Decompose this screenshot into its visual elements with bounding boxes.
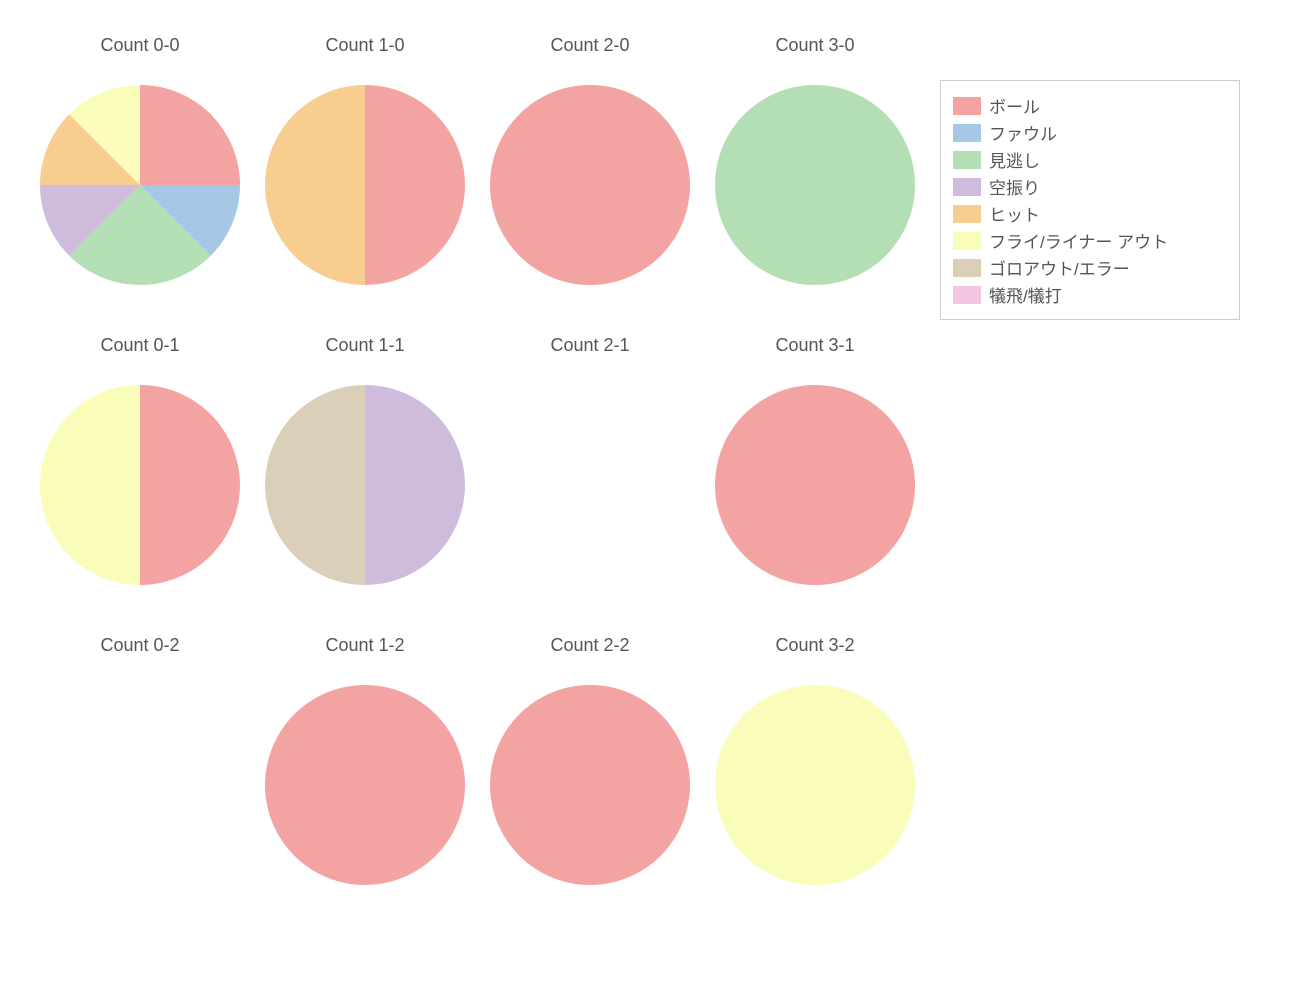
pie-cell: Count 0-2 <box>30 620 250 900</box>
legend-item: フライ/ライナー アウト <box>953 228 1227 253</box>
legend-label: 見逃し <box>989 147 1040 172</box>
legend: ボールファウル見逃し空振りヒットフライ/ライナー アウトゴロアウト/エラー犠飛/… <box>940 80 1240 320</box>
pie-cell: Count 3-1100.0 <box>705 320 925 600</box>
pie-slice <box>265 685 465 885</box>
pie-cell: Count 1-150.050.0 <box>255 320 475 600</box>
legend-swatch <box>953 124 981 142</box>
legend-item: 見逃し <box>953 147 1227 172</box>
pie-slice <box>715 385 915 585</box>
legend-label: フライ/ライナー アウト <box>989 228 1168 253</box>
legend-swatch <box>953 286 981 304</box>
legend-label: ファウル <box>989 120 1057 145</box>
pie-cell: Count 2-1 <box>480 320 700 600</box>
pie-chart <box>480 20 700 300</box>
pie-slice <box>365 385 465 585</box>
pie-cell: Count 2-0100.0 <box>480 20 700 300</box>
pie-chart <box>255 320 475 600</box>
pie-chart <box>255 620 475 900</box>
legend-label: 空振り <box>989 174 1040 199</box>
legend-label: 犠飛/犠打 <box>989 282 1062 307</box>
pie-cell: Count 0-150.050.0 <box>30 320 250 600</box>
pie-slice <box>490 685 690 885</box>
legend-swatch <box>953 97 981 115</box>
pie-slice <box>715 85 915 285</box>
legend-swatch <box>953 232 981 250</box>
legend-label: ゴロアウト/エラー <box>989 255 1130 280</box>
pie-chart <box>30 320 250 600</box>
legend-item: 犠飛/犠打 <box>953 282 1227 307</box>
pie-slice <box>715 685 915 885</box>
pie-slice <box>365 85 465 285</box>
legend-item: ボール <box>953 93 1227 118</box>
pie-chart <box>30 20 250 300</box>
legend-swatch <box>953 259 981 277</box>
pie-cell: Count 1-050.050.0 <box>255 20 475 300</box>
pie-title: Count 0-2 <box>30 635 250 656</box>
pie-slice <box>490 85 690 285</box>
chart-grid: Count 0-025.012.525.012.512.512.5Count 1… <box>0 0 1300 1000</box>
pie-slice <box>40 385 140 585</box>
legend-item: 空振り <box>953 174 1227 199</box>
legend-item: ヒット <box>953 201 1227 226</box>
pie-cell: Count 3-0100.0 <box>705 20 925 300</box>
pie-cell: Count 0-025.012.525.012.512.512.5 <box>30 20 250 300</box>
pie-slice <box>140 85 240 185</box>
legend-swatch <box>953 151 981 169</box>
pie-cell: Count 2-2100.0 <box>480 620 700 900</box>
pie-chart <box>705 320 925 600</box>
pie-cell: Count 3-2100.0 <box>705 620 925 900</box>
pie-title: Count 2-1 <box>480 335 700 356</box>
pie-slice <box>265 385 365 585</box>
legend-label: ボール <box>989 93 1040 118</box>
pie-chart <box>705 20 925 300</box>
pie-chart <box>705 620 925 900</box>
pie-slice <box>140 385 240 585</box>
pie-cell: Count 1-2100.0 <box>255 620 475 900</box>
pie-slice <box>265 85 365 285</box>
legend-swatch <box>953 205 981 223</box>
legend-swatch <box>953 178 981 196</box>
legend-label: ヒット <box>989 201 1040 226</box>
legend-item: ゴロアウト/エラー <box>953 255 1227 280</box>
pie-chart <box>255 20 475 300</box>
legend-item: ファウル <box>953 120 1227 145</box>
pie-chart <box>480 620 700 900</box>
